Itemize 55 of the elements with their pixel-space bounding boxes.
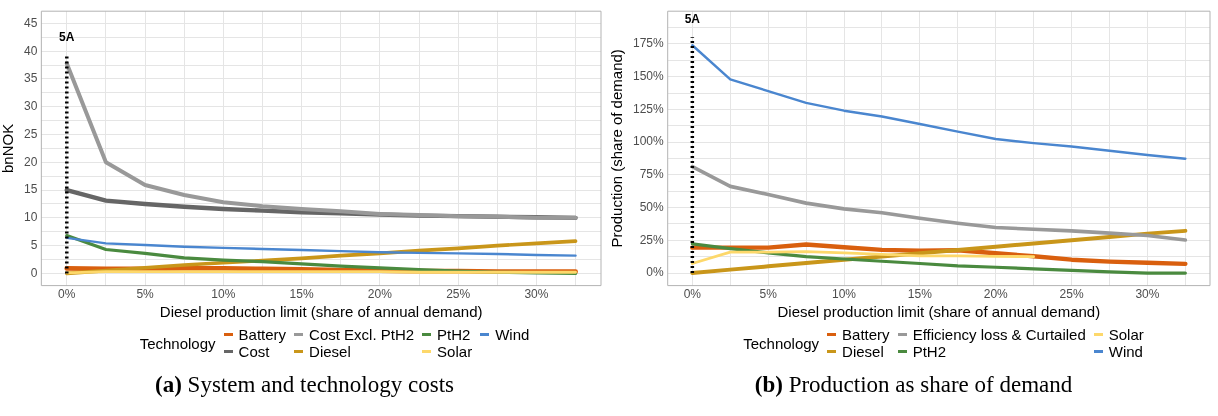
x-tick-label: 5% xyxy=(759,287,778,302)
x-tick-label: 10% xyxy=(832,287,857,302)
legend-title: Technology xyxy=(743,334,820,352)
text: (a) System and technology costs xyxy=(155,372,454,398)
y-tick-label: 10 xyxy=(23,210,38,225)
y-axis-title: Production (share of demand) xyxy=(608,49,626,248)
x-tick-label: 30% xyxy=(1135,287,1160,302)
y-tick-label: 40 xyxy=(23,43,38,58)
y-tick-label: 30 xyxy=(23,99,38,114)
y-tick-label: 0% xyxy=(646,265,665,280)
legend-label: Wind xyxy=(1108,343,1143,360)
x-tick-label: 30% xyxy=(524,287,549,302)
legend-label: Cost xyxy=(238,343,270,360)
x-axis-title: Diesel production limit (share of annual demand) xyxy=(159,303,483,321)
x-tick-label: 0% xyxy=(58,287,76,302)
x-tick-label: 20% xyxy=(367,287,393,302)
x-tick-label: 20% xyxy=(983,287,1009,302)
y-tick-label: 175% xyxy=(632,36,665,51)
y-tick-label: 25 xyxy=(23,126,38,141)
y-tick-label: 5 xyxy=(30,237,38,252)
y-tick-label: 35 xyxy=(23,71,38,86)
y-tick-label: 0 xyxy=(30,265,38,280)
x-tick-label: 5% xyxy=(136,287,155,302)
legend-label: Battery xyxy=(842,326,890,343)
y-tick-label: 45 xyxy=(23,15,38,30)
y-tick-label: 25% xyxy=(639,232,665,247)
ref-line-label: 5A xyxy=(59,29,75,44)
legend-label: Solar xyxy=(437,343,473,360)
y-tick-label: 20 xyxy=(23,154,38,169)
text: (b) Production as share of demand xyxy=(754,372,1073,398)
y-axis-title: bnNOK xyxy=(0,123,17,173)
legend-label: Solar xyxy=(1108,326,1144,343)
x-axis-title: Diesel production limit (share of annual demand) xyxy=(777,303,1101,321)
legend-label: Cost Excl. PtH2 xyxy=(309,326,415,343)
y-tick-label: 15 xyxy=(23,182,38,197)
x-tick-label: 25% xyxy=(1059,287,1084,302)
legend-label: Wind xyxy=(495,326,530,343)
x-tick-label: 15% xyxy=(289,287,314,302)
y-tick-label: 50% xyxy=(639,199,665,214)
ref-line-label: 5A xyxy=(684,11,701,26)
x-tick-label: 0% xyxy=(683,287,702,302)
legend-label: Efficiency loss & Curtailed xyxy=(912,326,1086,343)
x-tick-label: 10% xyxy=(211,287,236,302)
x-tick-label: 25% xyxy=(446,287,471,302)
legend-label: Diesel xyxy=(309,343,351,360)
y-tick-label: 100% xyxy=(632,134,665,149)
legend-label: Diesel xyxy=(842,343,884,360)
legend-label: Battery xyxy=(238,326,287,343)
legend-label: PtH2 xyxy=(912,343,946,360)
x-tick-label: 15% xyxy=(907,287,933,302)
y-tick-label: 125% xyxy=(632,101,665,116)
y-tick-label: 150% xyxy=(632,68,665,83)
legend-label: PtH2 xyxy=(437,326,471,343)
y-tick-label: 75% xyxy=(639,167,665,182)
legend-title: Technology xyxy=(139,334,216,352)
